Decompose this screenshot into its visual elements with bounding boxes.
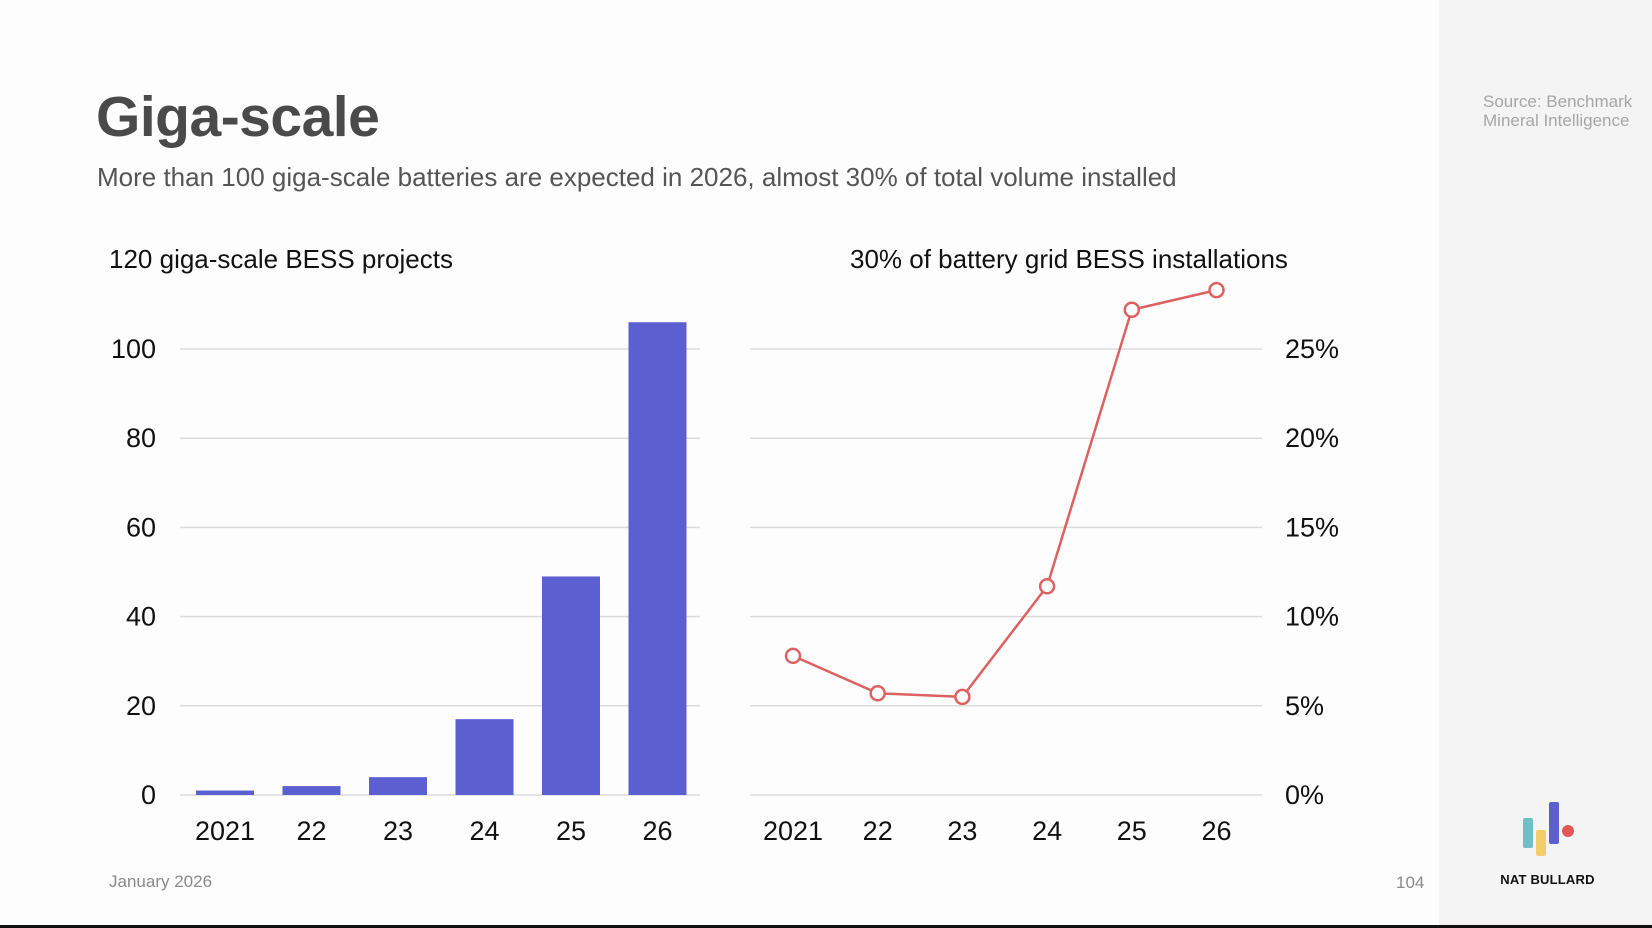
bar-y-tick-label: 100	[111, 334, 156, 364]
bar-y-tick-label: 0	[141, 780, 156, 810]
data-point	[1038, 578, 1056, 595]
bar-x-tick-label: 24	[469, 816, 499, 846]
bar	[196, 790, 254, 795]
line-y-tick-label: 10%	[1285, 602, 1339, 632]
line-x-tick-label: 26	[1201, 816, 1231, 846]
line-x-tick-label: 25	[1117, 816, 1147, 846]
bar-x-tick-label: 23	[383, 816, 413, 846]
line-x-tick-label: 2021	[763, 816, 823, 846]
bar	[542, 576, 600, 795]
line-chart: 0% 5% 10% 15% 20% 25% 2021 22 23 24 25 26	[750, 281, 1339, 846]
bar	[369, 777, 427, 795]
bar-y-tick-label: 80	[126, 423, 156, 453]
logo-bar-purple	[1549, 802, 1559, 844]
bar-chart-title: 120 giga-scale BESS projects	[109, 244, 453, 274]
bar	[282, 786, 341, 795]
bar-y-tick-label: 40	[126, 602, 156, 632]
data-point	[869, 685, 886, 702]
series-line	[792, 288, 1217, 699]
line-x-tick-label: 22	[863, 816, 893, 846]
data-point	[954, 688, 971, 706]
slide-main-area	[0, 0, 1439, 925]
bar	[628, 322, 687, 795]
bar-x-tick-label: 22	[296, 816, 326, 846]
logo-bar-yellow	[1536, 830, 1546, 856]
line-x-tick-label: 23	[947, 816, 977, 846]
line-y-tick-label: 25%	[1285, 334, 1339, 364]
footer-date: January 2026	[109, 872, 213, 891]
line-y-tick-label: 0%	[1285, 780, 1324, 810]
bar-y-tick-label: 20	[126, 691, 156, 721]
data-point	[1123, 301, 1141, 319]
slide-title: Giga-scale	[96, 85, 380, 149]
bar-y-tick-label: 60	[126, 512, 156, 542]
slide-sidebar	[1439, 0, 1652, 925]
line-y-tick-label: 5%	[1285, 691, 1324, 721]
bar-x-tick-label: 2021	[195, 816, 255, 846]
logo-dot-red	[1562, 825, 1574, 837]
line-x-tick-label: 24	[1032, 816, 1062, 846]
data-point	[784, 647, 802, 665]
bottom-border	[0, 925, 1652, 928]
slide-subtitle: More than 100 giga-scale batteries are e…	[97, 162, 1177, 192]
bar-x-tick-label: 26	[642, 816, 672, 846]
logo-bar-teal	[1523, 818, 1533, 848]
bar-chart: 0 20 40 60 80 100 2021 22 23 24 25 26	[111, 322, 700, 846]
line-y-tick-label: 15%	[1285, 512, 1339, 542]
data-point	[1208, 281, 1225, 299]
source-note: Source: Benchmark Mineral Intelligence	[1483, 92, 1633, 130]
bar	[455, 719, 514, 795]
page-number: 104	[1396, 873, 1425, 892]
brand-logo-icon	[1523, 802, 1574, 856]
brand-name: NAT BULLARD	[1500, 872, 1595, 887]
line-chart-title: 30% of battery grid BESS installations	[850, 244, 1288, 274]
line-y-tick-label: 20%	[1285, 423, 1339, 453]
bar-x-tick-label: 25	[556, 816, 586, 846]
